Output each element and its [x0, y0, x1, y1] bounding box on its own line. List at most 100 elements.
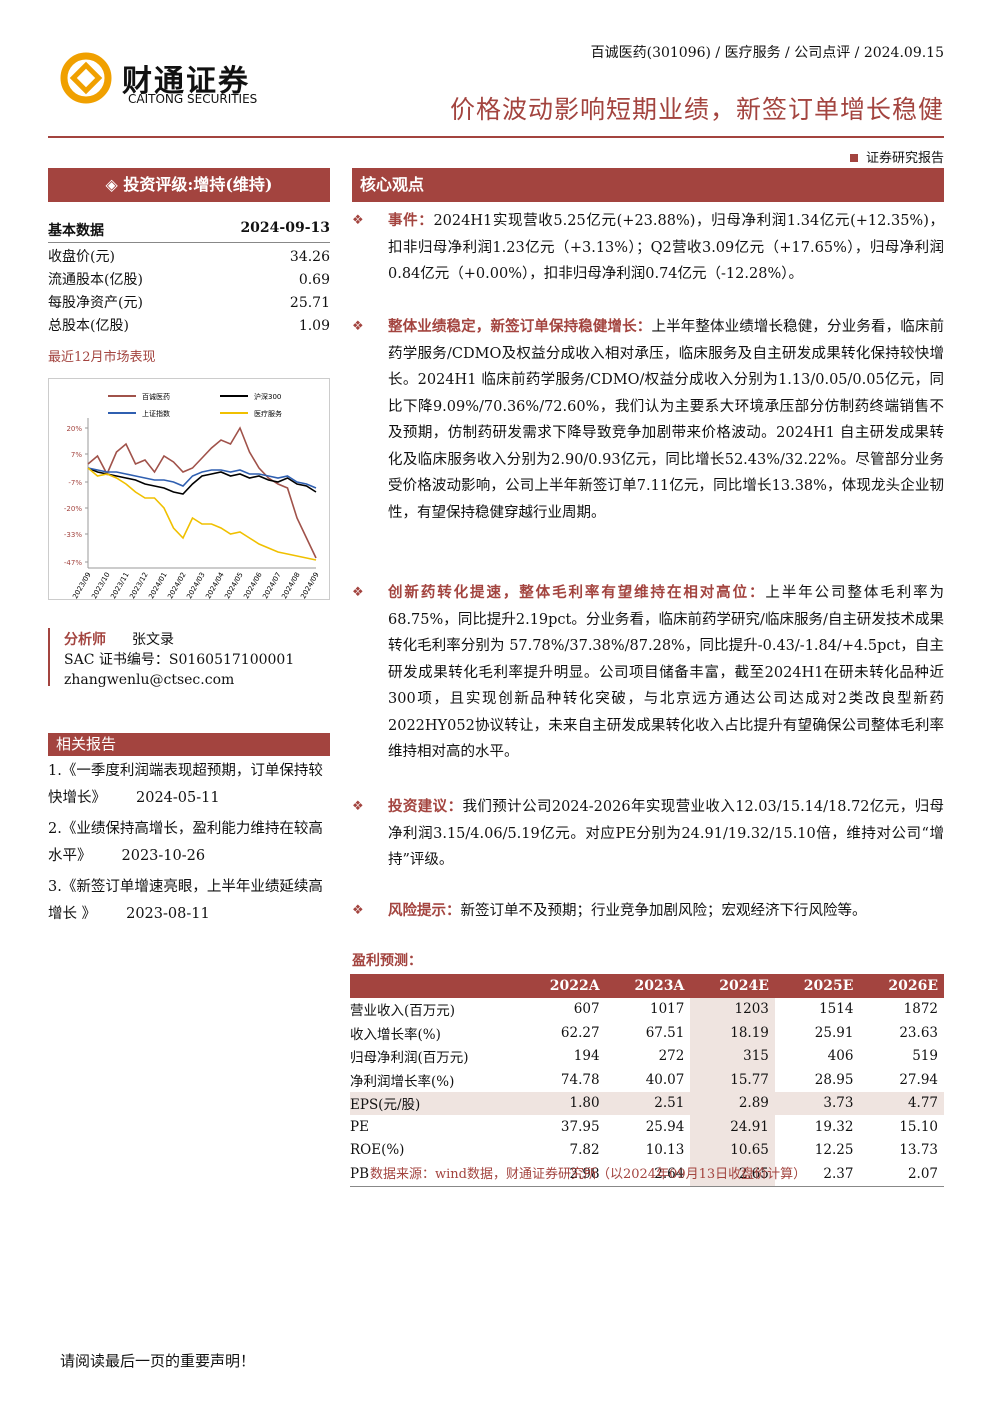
table-row: 归母净利润(百万元) 194 272 315 406 519: [350, 1044, 944, 1068]
analyst-label: 分析师: [64, 632, 106, 648]
related-title: 2.《业绩保持高增长，盈利能力维持在较高水平》: [48, 821, 323, 864]
table-cell: EPS(元/股): [350, 1097, 421, 1114]
core-point: ❖ 整体业绩稳定，新签订单保持稳健增长：上半年整体业绩增长稳健，分业务看，临床前药…: [352, 314, 944, 526]
y-tick-label: 7%: [71, 451, 82, 459]
table-cell: 62.27: [560, 1024, 600, 1041]
report-type-text: 证券研究报告: [865, 151, 944, 166]
table-cell: 2.65: [690, 1162, 775, 1186]
table-cell: 40.07: [645, 1071, 685, 1088]
table-cell: 2.07: [907, 1165, 938, 1182]
table-cell: 13.73: [899, 1142, 938, 1159]
bullet: ❖: [352, 903, 364, 918]
bullet: ❖: [352, 319, 364, 334]
basic-label: 流通股本(亿股): [48, 272, 143, 288]
table-cell: 406: [827, 1048, 854, 1065]
table-cell: 23.63: [899, 1024, 938, 1041]
table-cell: 营业收入(百万元): [350, 1003, 456, 1020]
table-cell: 3.73: [823, 1095, 854, 1112]
table-cell: 67.51: [645, 1024, 685, 1041]
table-row: 净利润增长率(%) 74.78 40.07 15.77 28.95 27.94: [350, 1068, 944, 1092]
basic-row: 总股本(亿股) 1.09: [48, 315, 330, 338]
market-label: 最近12月市场表现: [48, 350, 156, 365]
forecast-table: 2022A 2023A 2024E 2025E 2026E 营业收入(百万元) 607 101…: [350, 974, 944, 1187]
forecast-title: 盈利预测：: [352, 953, 422, 969]
y-tick-label: -7%: [68, 479, 82, 487]
related-item: 2.《业绩保持高增长，盈利能力维持在较高水平》 2023-10-26: [48, 816, 332, 869]
table-cell: 2.89: [690, 1091, 775, 1115]
basic-label: 每股净资产(元): [48, 295, 143, 311]
table-cell: 24.91: [690, 1115, 775, 1139]
table-cell: 归母净利润(百万元): [350, 1050, 469, 1067]
related-item: 1.《一季度利润端表现超预期，订单保持较快增长》 2024-05-11: [48, 758, 332, 811]
table-cell: 315: [690, 1044, 775, 1068]
table-cell: 7.82: [569, 1142, 600, 1159]
header-cell: [350, 974, 521, 998]
table-cell: 19.32: [814, 1118, 854, 1135]
analyst-name: 张文录: [132, 632, 174, 648]
header-meta: 百诚医药(301096) / 医疗服务 / 公司点评 / 2024.09.15: [590, 45, 944, 61]
report-type: 证券研究报告: [849, 147, 944, 166]
table-cell: 10.65: [690, 1138, 775, 1162]
header-cell: 2024E: [719, 977, 769, 994]
table-cell: 2.51: [654, 1095, 685, 1112]
analyst-rule: [48, 628, 50, 686]
table-cell: 1514: [819, 1001, 854, 1018]
forecast-source: 数据来源：wind数据，财通证券研究所（以2024年09月13日收盘价计算）: [370, 1167, 807, 1182]
point-text: 创新药转化提速，整体毛利率有望维持在相对高位：上半年公司整体毛利率为68.75%…: [388, 580, 944, 766]
bullet: ❖: [352, 585, 364, 600]
basic-date: 2024-09-13: [240, 220, 330, 236]
basic-value: 1.09: [298, 318, 330, 334]
table-cell: 25.91: [814, 1024, 854, 1041]
table-cell: 10.13: [645, 1142, 685, 1159]
legend-label: 百诚医药: [142, 392, 170, 401]
market-chart: 20%7%-7%-20%-33%-47%2023/092023/102023/1…: [48, 378, 330, 600]
line-series: [87, 467, 317, 561]
related-list: 1.《一季度利润端表现超预期，订单保持较快增长》 2024-05-11 2.《业绩保…: [48, 758, 332, 932]
table-header: 2022A 2023A 2024E 2025E 2026E: [350, 974, 944, 998]
table-cell: 1017: [650, 1001, 685, 1018]
line-series: [87, 467, 317, 495]
logo-cn: 财通证券: [122, 64, 250, 99]
header-cell: 2022A: [549, 977, 600, 994]
table-row: ROE(%) 7.82 10.13 10.65 12.25 13.73: [350, 1138, 944, 1162]
sac: SAC 证书编号：S0160517100001: [64, 652, 295, 668]
related-item: 3.《新签订单增速亮眼，上半年业绩延续高增长 》 2023-08-11: [48, 874, 332, 927]
basic-head: 基本数据 2024-09-13: [48, 220, 330, 243]
basic-label: 总股本(亿股): [48, 318, 129, 334]
table-cell: 12.25: [814, 1142, 854, 1159]
analyst: 分析师 张文录 SAC 证书编号：S0160517100001 zhangwenlu@…: [64, 630, 294, 690]
table-cell: 74.78: [560, 1071, 600, 1088]
point-head: 整体业绩稳定，新签订单保持稳健增长：: [388, 318, 652, 335]
bullet: ❖: [352, 213, 364, 228]
basic-row: 流通股本(亿股) 0.69: [48, 269, 330, 292]
table-cell: 28.95: [814, 1071, 854, 1088]
table-cell: 1.80: [569, 1095, 600, 1112]
table-cell: 2.37: [823, 1165, 854, 1182]
basic-title: 基本数据: [48, 223, 104, 239]
basic-row: 收盘价(元) 34.26: [48, 246, 330, 269]
y-tick-label: 20%: [66, 425, 82, 433]
point-body: 新签订单不及预期；行业竞争加剧风险；宏观经济下行风险等。: [460, 903, 867, 919]
table-cell: 15.77: [690, 1068, 775, 1092]
header-cell: 2025E: [803, 977, 854, 994]
point-head: 投资建议：: [388, 798, 463, 815]
core-point: ❖ 风险提示：新签订单不及预期；行业竞争加剧风险；宏观经济下行风险等。: [352, 898, 944, 925]
table-cell: PB: [350, 1165, 370, 1182]
related-date: 2024-05-11: [136, 789, 220, 806]
basic-value: 34.26: [289, 249, 330, 265]
rule: [48, 136, 944, 138]
table-cell: 收入增长率(%): [350, 1026, 441, 1043]
point-text: 事件：2024H1实现营收5.25亿元(+23.88%)，归母净利润1.34亿元…: [388, 208, 944, 288]
table-row: EPS(元/股) 1.80 2.51 2.89 3.73 4.77: [350, 1091, 944, 1115]
related-title: 3.《新签订单增速亮眼，上半年业绩延续高增长 》: [48, 879, 323, 922]
table-cell: PE: [350, 1118, 369, 1135]
email: zhangwenlu@ctsec.com: [64, 672, 235, 688]
table-cell: 607: [573, 1001, 600, 1018]
rating-text: 投资评级:增持(维持): [123, 175, 273, 194]
basic-value: 0.69: [298, 272, 330, 288]
point-body: 我们预计公司2024-2026年实现营业收入12.03/15.14/18.72亿…: [388, 799, 944, 868]
point-head: 风险提示：: [388, 902, 461, 919]
basic-value: 25.71: [289, 295, 330, 311]
y-tick-label: -47%: [64, 559, 82, 567]
table-cell: 18.19: [690, 1021, 775, 1045]
